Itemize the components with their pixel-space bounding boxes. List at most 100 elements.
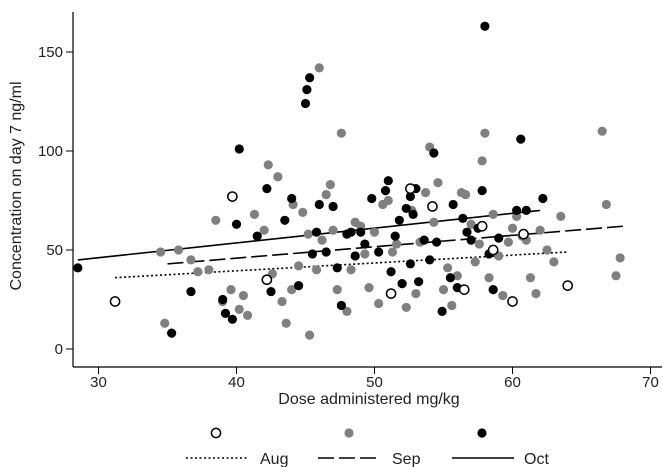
legend-label-aug: Aug [260, 451, 288, 467]
data-point-aug [385, 288, 397, 299]
data-point-sep [611, 271, 621, 281]
data-point-aug [458, 284, 470, 295]
data-point-oct [383, 176, 393, 186]
data-point-oct [380, 186, 391, 196]
data-point-sep [480, 128, 490, 138]
data-point-oct [374, 247, 384, 257]
legend-marker-sep [344, 428, 354, 438]
data-point-oct [394, 215, 404, 225]
data-point-sep [531, 288, 541, 299]
data-point-sep [287, 285, 297, 295]
legend-label-sep: Sep [392, 451, 421, 467]
data-point-sep [597, 126, 607, 136]
x-tick-label: 30 [90, 374, 107, 391]
data-point-oct [167, 328, 177, 338]
data-point-sep [294, 261, 304, 271]
data-point-sep [391, 239, 402, 249]
data-point-aug [476, 220, 488, 232]
data-point-oct [307, 249, 317, 259]
data-point-oct [346, 227, 356, 237]
data-point-sep [615, 253, 625, 263]
data-point-oct [494, 233, 504, 243]
data-point-sep [204, 265, 214, 275]
data-point-oct [445, 273, 455, 283]
data-point-oct [477, 186, 487, 196]
data-point-sep [420, 187, 431, 198]
data-point-aug [427, 201, 438, 212]
data-point-sep [332, 285, 342, 295]
legend-label-oct: Oct [524, 451, 549, 467]
data-point-sep [242, 310, 253, 320]
data-point-sep [234, 304, 244, 314]
data-point-aug [562, 280, 574, 291]
data-point-aug [518, 228, 529, 240]
data-point-sep [321, 189, 331, 200]
data-point-sep [601, 199, 611, 210]
data-point-sep [160, 318, 170, 328]
data-point-sep [556, 211, 566, 221]
data-point-oct [512, 205, 522, 215]
data-point-sep [277, 296, 287, 307]
data-point-oct [186, 286, 196, 297]
data-point-sep [535, 225, 545, 235]
data-point-sep [433, 178, 443, 188]
data-point-oct [294, 281, 304, 291]
data-point-sep [336, 128, 346, 138]
data-point-oct [314, 199, 324, 210]
x-tick-label: 50 [366, 374, 383, 391]
data-point-sep [488, 209, 498, 219]
data-point-aug [227, 191, 238, 202]
data-point-sep [317, 235, 327, 245]
data-point-sep [383, 195, 393, 206]
data-point-oct [287, 193, 297, 204]
data-point-oct [397, 279, 407, 289]
data-points [73, 21, 625, 340]
data-point-aug [487, 244, 499, 256]
data-point-oct [408, 209, 418, 219]
data-point-oct [432, 237, 442, 247]
data-point-sep [429, 217, 439, 227]
data-point-oct [73, 263, 83, 273]
data-point-oct [390, 231, 400, 241]
data-point-sep [263, 160, 273, 170]
data-point-sep [328, 225, 338, 235]
data-point-oct [466, 235, 476, 245]
data-point-sep [466, 219, 476, 229]
data-point-sep [374, 298, 384, 309]
x-tick-label: 60 [504, 374, 521, 391]
data-point-oct [266, 286, 276, 297]
y-tick-label: 0 [55, 341, 63, 358]
data-point-oct [350, 251, 360, 261]
data-point-oct [405, 191, 415, 202]
data-point-aug [261, 274, 273, 286]
y-tick-label: 150 [38, 44, 63, 61]
data-point-oct [437, 306, 447, 316]
legend-marker-aug [210, 427, 222, 439]
data-point-oct [305, 73, 315, 83]
data-point-sep [498, 290, 508, 301]
data-point-sep [542, 245, 552, 255]
data-point-sep [346, 265, 356, 275]
data-point-oct [458, 213, 468, 223]
data-point-oct [405, 259, 415, 269]
data-point-oct [321, 247, 331, 257]
data-point-oct [448, 199, 458, 210]
data-point-sep [305, 330, 315, 340]
data-point-sep [525, 273, 536, 283]
data-point-oct [328, 201, 338, 212]
data-point-oct [401, 203, 411, 214]
data-point-aug [109, 296, 121, 307]
axes: 0 50 100 150 30 40 50 60 70 [38, 12, 662, 391]
data-point-sep [186, 255, 196, 265]
data-point-sep [193, 267, 203, 277]
data-point-sep [507, 223, 518, 233]
data-point-oct [488, 285, 498, 295]
data-point-aug [405, 183, 416, 194]
data-point-sep [484, 273, 494, 283]
data-point-oct [332, 263, 342, 273]
data-point-oct [300, 98, 311, 109]
data-point-oct [360, 239, 370, 249]
data-point-oct [280, 215, 290, 225]
data-point-oct [356, 227, 366, 237]
